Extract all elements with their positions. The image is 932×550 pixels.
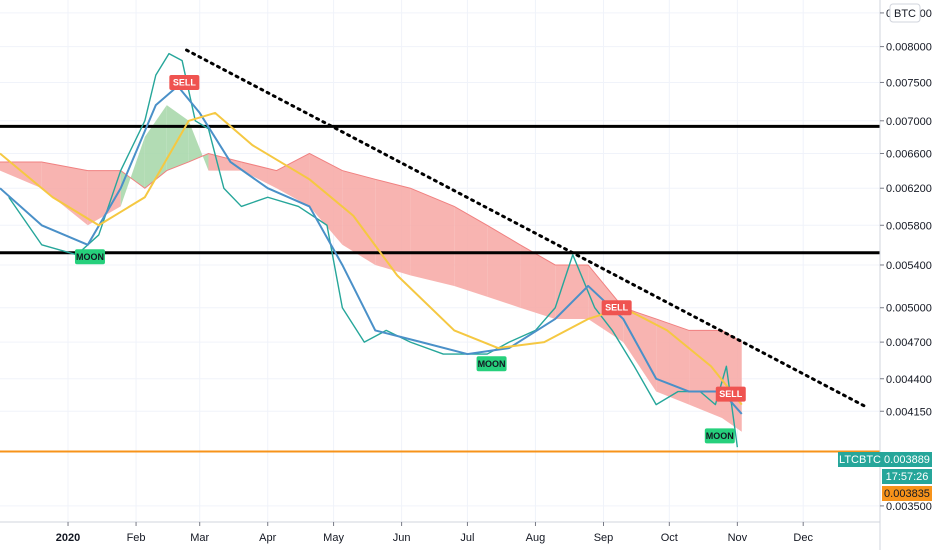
signal-badge (476, 356, 507, 372)
y-tick-label: 0.007000 (886, 116, 932, 128)
cloud-segment (188, 120, 209, 171)
x-tick-label: 2020 (56, 532, 80, 544)
x-tick-label: Apr (259, 532, 276, 544)
signal-sell: SELL (715, 386, 746, 402)
signal-text: SELL (605, 303, 629, 313)
cloud-segment (41, 161, 88, 226)
cloud-segment (208, 153, 242, 171)
cloud-segment (555, 264, 589, 319)
signal-text: SELL (173, 77, 197, 87)
signal-badge (74, 249, 105, 265)
y-tick-label: 0.005800 (886, 220, 932, 232)
cloud-segment (309, 153, 343, 245)
cloud-segment (410, 188, 455, 286)
y-tick-label: 0.005000 (886, 303, 932, 315)
signal-sell: SELL (169, 74, 200, 90)
signal-moon: MOON (74, 249, 105, 265)
last-price-label: 0.003889 (884, 454, 930, 466)
cloud-segment (342, 170, 376, 265)
signal-moon: MOON (704, 428, 735, 444)
y-tick-label: 0.006200 (886, 183, 932, 195)
x-tick-label: Jul (460, 532, 474, 544)
cloud-segment (487, 225, 521, 308)
countdown-tag (882, 469, 932, 484)
currency-badge: BTC (889, 3, 921, 23)
cloud-segment (689, 330, 722, 418)
x-tick-label: Dec (793, 532, 813, 544)
signal-text: SELL (719, 389, 743, 399)
y-tick-label: 0.008000 (886, 42, 932, 54)
signal-badge (715, 386, 746, 402)
cloud-segment (87, 170, 121, 226)
last-price-tag (882, 452, 932, 467)
x-tick-label: Feb (127, 532, 146, 544)
y-tick-label: 0.004700 (886, 337, 932, 349)
signal-badge (704, 428, 735, 444)
series-ma_fast (0, 85, 743, 415)
y-tick-label: 0.003500 (886, 501, 932, 513)
orange-line-label: 0.003835 (884, 488, 930, 500)
signal-badge (169, 74, 200, 90)
x-tick-label: Oct (661, 532, 678, 544)
series-price (8, 52, 739, 448)
symbol-tag (838, 452, 882, 467)
y-tick-label: 0.004150 (886, 406, 932, 418)
x-tick-label: Jun (393, 532, 411, 544)
x-tick-label: Sep (594, 532, 614, 544)
currency-label: BTC (894, 8, 916, 20)
cloud-segment (520, 244, 556, 319)
trendline[interactable] (185, 48, 869, 409)
symbol-label: LTCBTC (839, 454, 881, 466)
signal-badge (601, 300, 632, 316)
price-labels: LTCBTC 0.003889 17:57:26 0.003835 (838, 452, 932, 501)
cloud-segment (721, 330, 742, 432)
cloud-segment (375, 179, 411, 276)
signal-text: MOON (478, 359, 506, 369)
signal-sell: SELL (601, 300, 632, 316)
cloud-segment (0, 161, 42, 189)
y-tick-label: 0.005400 (886, 260, 932, 272)
dotted-trendline[interactable] (185, 48, 869, 409)
x-axis[interactable]: 2020 Feb Mar Apr May Jun Jul Aug Sep Oct Nov Dec (0, 521, 880, 544)
signal-moon: MOON (476, 356, 507, 372)
signal-text: MOON (706, 431, 734, 441)
signal-labels: MOON SELL MOON SELL SELL MOON (74, 74, 746, 444)
cloud-segment (120, 136, 145, 207)
countdown-label: 17:57:26 (886, 471, 929, 483)
x-tick-label: Aug (526, 532, 546, 544)
x-tick-label: Mar (190, 532, 209, 544)
y-tick-label: 0.007500 (886, 77, 932, 89)
y-tick-label: 0.006600 (886, 148, 932, 160)
cloud-segment (166, 105, 189, 171)
orange-line-tag (882, 486, 932, 501)
x-tick-label: Nov (728, 532, 748, 544)
x-tick-label: May (323, 532, 344, 544)
signal-text: MOON (76, 252, 104, 262)
y-tick-label: 0.004400 (886, 374, 932, 386)
